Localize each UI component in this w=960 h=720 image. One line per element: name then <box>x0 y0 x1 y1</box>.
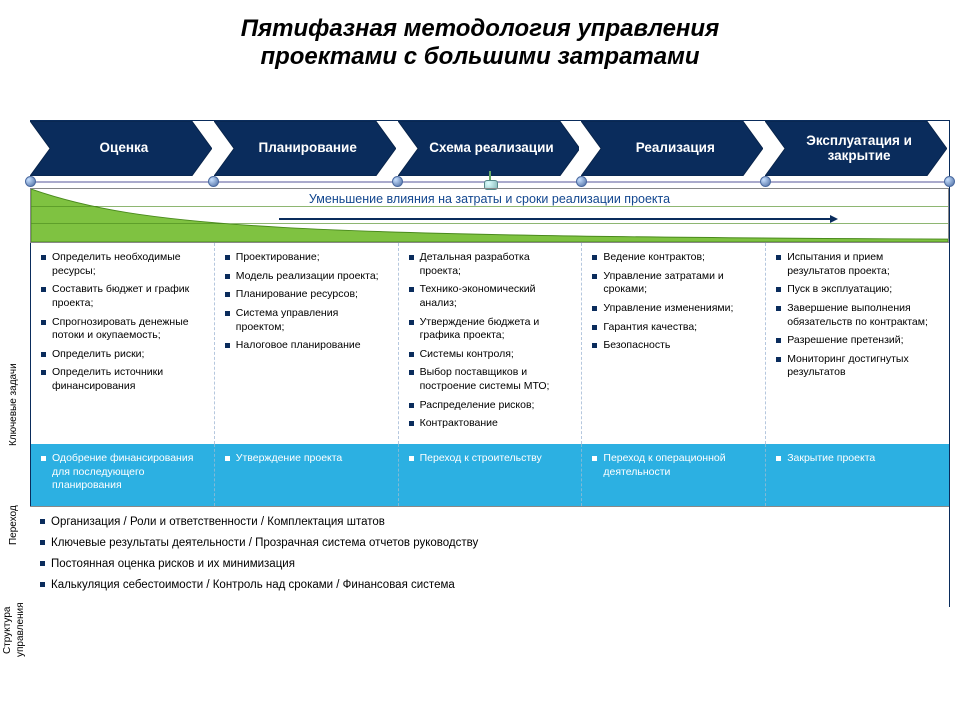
task-item: Контрактование <box>409 417 574 431</box>
task-item: Спрогнозировать денежные потоки и окупае… <box>41 316 206 343</box>
task-item: Определить риски; <box>41 348 206 362</box>
tasks-column: Детальная разработка проекта; Технико-эко… <box>398 243 582 444</box>
phase-arrow: Оценка <box>30 121 212 176</box>
transition-item: Переход к операционной деятельности <box>592 452 757 479</box>
side-label-structure-2: управления <box>15 590 26 670</box>
task-item: Разрешение претензий; <box>776 334 941 348</box>
side-label-tasks: Ключевые задачи <box>8 350 19 460</box>
transition-item: Утверждение проекта <box>225 452 390 466</box>
tasks-column: Проектирование; Модель реализации проекта… <box>214 243 398 444</box>
influence-text: Уменьшение влияния на затраты и сроки ре… <box>31 192 948 206</box>
task-item: Завершение выполнения обязательств по ко… <box>776 302 941 329</box>
tasks-row: Определить необходимые ресурсы; Составить… <box>30 243 949 444</box>
timeline <box>30 178 949 186</box>
phase-label: Схема реализации <box>407 141 569 156</box>
task-item: Распределение рисков; <box>409 399 574 413</box>
task-item: Испытания и прием результатов проекта; <box>776 251 941 278</box>
structure-item: Постоянная оценка рисков и их минимизаци… <box>40 557 941 572</box>
task-item: Пуск в эксплуатацию; <box>776 283 941 297</box>
phase-arrow: Эксплуатация и закрытие <box>765 121 947 176</box>
timeline-dot <box>208 176 219 187</box>
timeline-dot <box>576 176 587 187</box>
task-item: Проектирование; <box>225 251 390 265</box>
task-item: Мониторинг достигнутых результатов <box>776 353 941 380</box>
timeline-marker <box>483 171 497 189</box>
task-item: Детальная разработка проекта; <box>409 251 574 278</box>
page-title: Пятифазная методология управления проект… <box>0 0 960 81</box>
task-item: Составить бюджет и график проекта; <box>41 283 206 310</box>
task-item: Налоговое планирование <box>225 339 390 353</box>
task-item: Модель реализации проекта; <box>225 270 390 284</box>
phase-label: Эксплуатация и закрытие <box>765 134 947 164</box>
timeline-dot <box>392 176 403 187</box>
structure-item: Калькуляция себестоимости / Контроль над… <box>40 578 941 593</box>
task-item: Планирование ресурсов; <box>225 288 390 302</box>
title-line-1: Пятифазная методология управления <box>241 15 719 42</box>
transition-item: Одобрение финансирования для последующег… <box>41 452 206 493</box>
task-item: Система управления проектом; <box>225 307 390 334</box>
task-item: Управление изменениями; <box>592 302 757 316</box>
timeline-dot <box>944 176 955 187</box>
task-item: Технико-экономический анализ; <box>409 283 574 310</box>
timeline-dot <box>760 176 771 187</box>
timeline-dot <box>25 176 36 187</box>
task-item: Выбор поставщиков и построение системы М… <box>409 366 574 393</box>
transition-column: Переход к строительству <box>398 444 582 506</box>
transition-item: Переход к строительству <box>409 452 574 466</box>
phase-label: Планирование <box>237 141 373 156</box>
task-item: Гарантия качества; <box>592 321 757 335</box>
title-line-2: проектами с большими затратами <box>260 43 699 70</box>
phase-arrow: Схема реализации <box>398 121 580 176</box>
phase-arrow: Планирование <box>214 121 396 176</box>
side-label-structure-1: Структура <box>2 590 13 670</box>
phases-row: Оценка Планирование Схема реализации Реализ… <box>30 121 949 176</box>
structure-item: Ключевые результаты деятельности / Прозр… <box>40 536 941 551</box>
influence-bar: Уменьшение влияния на затраты и сроки ре… <box>30 188 949 243</box>
phase-label: Реализация <box>614 141 731 156</box>
tasks-column: Испытания и прием результатов проекта; Пу… <box>765 243 949 444</box>
methodology-diagram: Оценка Планирование Схема реализации Реализ… <box>30 120 950 607</box>
task-item: Определить необходимые ресурсы; <box>41 251 206 278</box>
task-item: Безопасность <box>592 339 757 353</box>
transition-column: Переход к операционной деятельности <box>581 444 765 506</box>
transition-column: Утверждение проекта <box>214 444 398 506</box>
transition-band: Одобрение финансирования для последующег… <box>30 444 949 506</box>
side-label-transition: Переход <box>8 495 19 555</box>
phase-label: Оценка <box>78 141 165 156</box>
task-item: Утверждение бюджета и графика проекта; <box>409 316 574 343</box>
structure-item: Организация / Роли и ответственности / К… <box>40 515 941 530</box>
transition-column: Одобрение финансирования для последующег… <box>30 444 214 506</box>
tasks-column: Ведение контрактов; Управление затратами … <box>581 243 765 444</box>
task-item: Управление затратами и сроками; <box>592 270 757 297</box>
task-item: Ведение контрактов; <box>592 251 757 265</box>
transition-column: Закрытие проекта <box>765 444 949 506</box>
structure-section: Организация / Роли и ответственности / К… <box>30 506 949 607</box>
tasks-column: Определить необходимые ресурсы; Составить… <box>30 243 214 444</box>
phase-arrow: Реализация <box>581 121 763 176</box>
transition-item: Закрытие проекта <box>776 452 941 466</box>
task-item: Системы контроля; <box>409 348 574 362</box>
task-item: Определить источники финансирования <box>41 366 206 393</box>
